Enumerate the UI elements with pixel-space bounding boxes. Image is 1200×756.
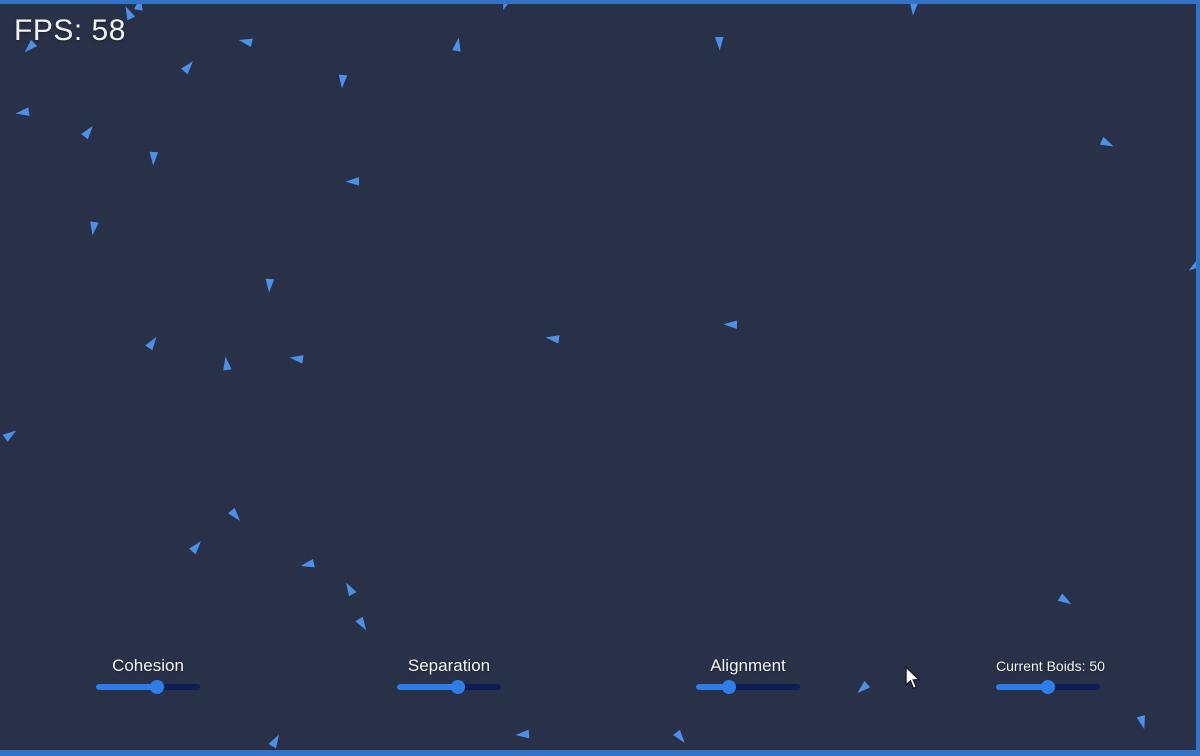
boid-triangle bbox=[262, 278, 278, 294]
cohesion-slider-fill bbox=[96, 684, 158, 690]
boid-triangle bbox=[352, 614, 373, 635]
boids-count-label: Current Boids: 50 bbox=[996, 658, 1105, 674]
alignment-label: Alignment bbox=[710, 656, 786, 675]
boid-triangle bbox=[712, 36, 728, 52]
separation-slider-fill bbox=[397, 684, 459, 690]
boid-triangle bbox=[670, 727, 691, 748]
boids-count-control: Current Boids: 50 bbox=[996, 656, 1105, 694]
separation-slider-thumb[interactable] bbox=[451, 680, 466, 694]
boid-triangle bbox=[237, 33, 255, 51]
cohesion-slider[interactable] bbox=[96, 680, 200, 694]
boid-triangle bbox=[1098, 134, 1118, 154]
boid-triangle bbox=[288, 350, 305, 367]
boid-triangle bbox=[265, 730, 285, 750]
boid-triangle bbox=[146, 151, 162, 167]
boid-triangle bbox=[723, 317, 739, 333]
boid-triangle bbox=[1133, 713, 1151, 731]
boid-triangle bbox=[186, 536, 207, 557]
alignment-slider[interactable] bbox=[696, 680, 800, 694]
cohesion-control: Cohesion bbox=[96, 656, 200, 694]
boid-triangle bbox=[218, 355, 235, 372]
separation-control: Separation bbox=[397, 656, 501, 694]
alignment-slider-fill bbox=[696, 684, 730, 690]
boid-triangle bbox=[339, 578, 359, 598]
boids-count-slider[interactable] bbox=[996, 680, 1100, 694]
boid-triangle bbox=[544, 330, 561, 347]
boid-triangle bbox=[178, 56, 199, 77]
boid-triangle bbox=[345, 174, 361, 190]
boid-triangle bbox=[0, 424, 21, 445]
boid-triangle bbox=[85, 220, 102, 237]
mouse-cursor-icon bbox=[905, 666, 921, 690]
boids-count-slider-thumb[interactable] bbox=[1041, 680, 1055, 694]
cohesion-slider-thumb[interactable] bbox=[150, 680, 165, 694]
boid-triangle bbox=[225, 505, 246, 526]
boids-count-slider-fill bbox=[996, 684, 1048, 690]
boid-triangle bbox=[299, 556, 317, 574]
boid-triangle bbox=[449, 36, 466, 53]
window-border-right bbox=[1196, 0, 1200, 756]
boid-triangle bbox=[852, 678, 873, 699]
alignment-slider-thumb[interactable] bbox=[722, 680, 737, 694]
separation-label: Separation bbox=[407, 656, 491, 675]
separation-slider[interactable] bbox=[397, 680, 501, 694]
boid-triangle bbox=[334, 73, 350, 89]
alignment-control: Alignment bbox=[696, 656, 800, 694]
cohesion-label: Cohesion bbox=[112, 656, 184, 675]
boid-triangle bbox=[142, 332, 163, 353]
boid-triangle bbox=[78, 121, 99, 142]
window-border-top bbox=[0, 0, 1200, 4]
boid-triangle bbox=[1055, 590, 1076, 611]
fps-counter: FPS: 58 bbox=[14, 14, 126, 47]
window-border-bottom bbox=[0, 750, 1200, 756]
boid-triangle bbox=[514, 726, 530, 742]
boid-triangle bbox=[14, 104, 31, 121]
